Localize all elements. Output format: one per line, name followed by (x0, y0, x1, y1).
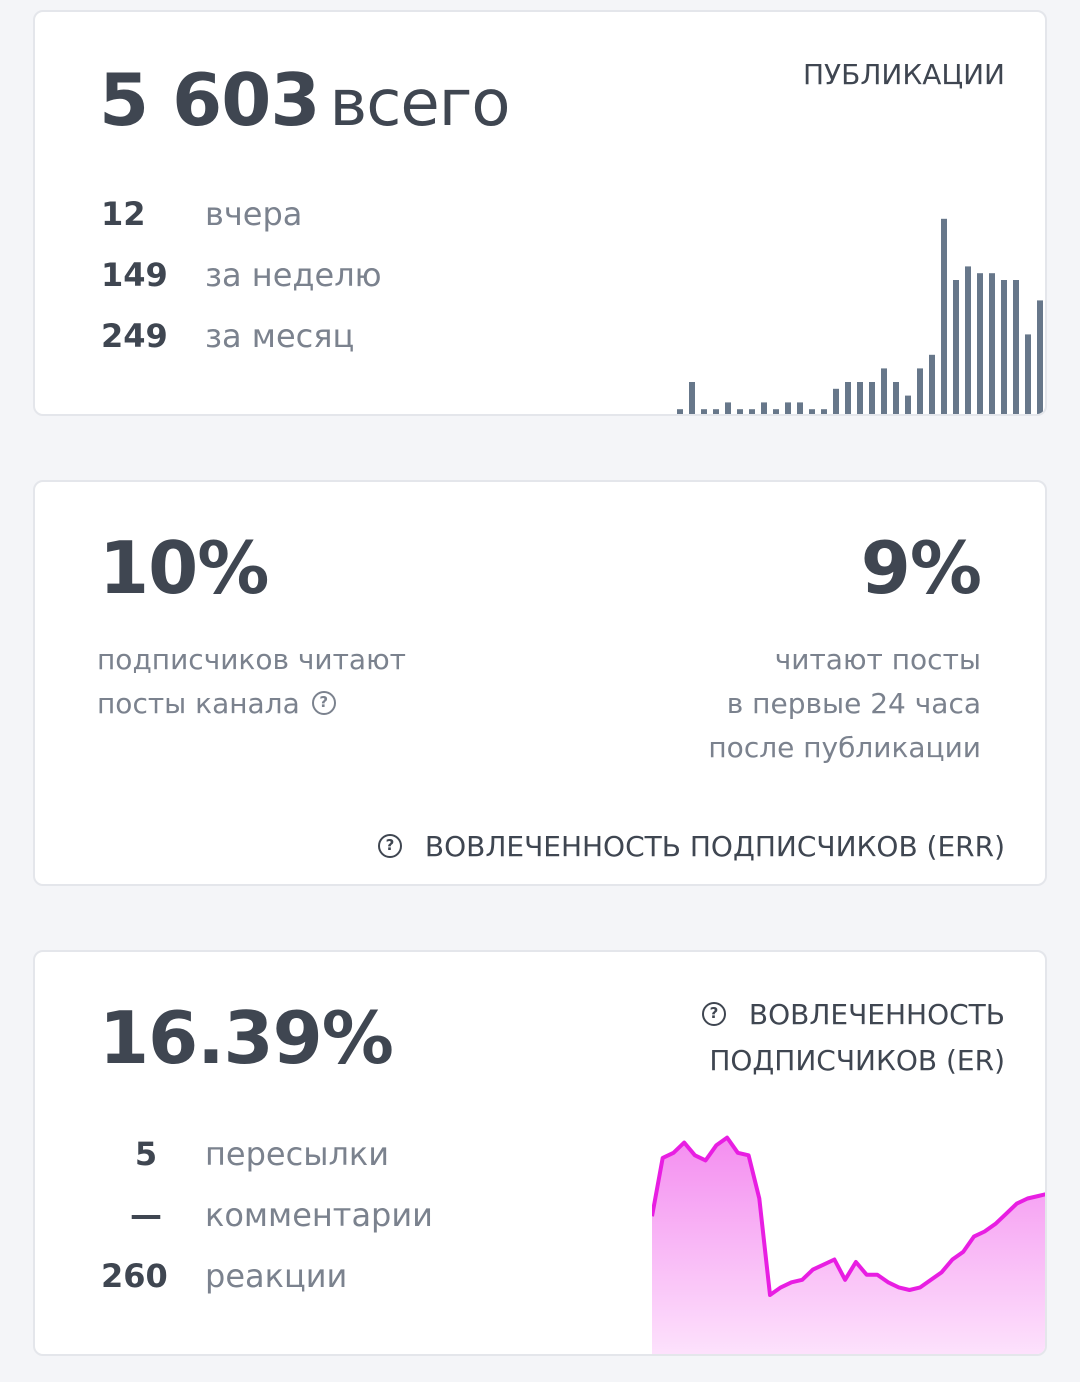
engagement-area-chart (652, 1135, 1045, 1354)
publications-bar (845, 382, 851, 414)
publications-bar (857, 382, 863, 414)
publications-bar (821, 409, 827, 414)
help-icon[interactable]: ? (377, 834, 402, 858)
engagement-area-fill (652, 1137, 1045, 1354)
stat-value: 149 (101, 256, 168, 294)
stat-label: за месяц (205, 317, 355, 355)
stat-value: 260 (101, 1257, 168, 1295)
publications-bar (689, 382, 695, 414)
stat-label: комментарии (205, 1196, 433, 1234)
publications-bar (725, 402, 731, 414)
engagement-value: 16.39% (99, 996, 394, 1080)
engagement-series-line (652, 1135, 1045, 1297)
reach-subscribers-desc-line1: подписчиков читают (97, 643, 406, 676)
help-icon[interactable]: ? (701, 1002, 726, 1026)
er-label-line2: ПОДПИСЧИКОВ (ER) (709, 1044, 1005, 1077)
publications-bar (785, 402, 791, 414)
publications-bar (677, 409, 683, 414)
reach-subscribers-percent: 10% (99, 526, 269, 610)
er-label[interactable]: ? ВОВЛЕЧЕННОСТЬ (701, 992, 1005, 1038)
stat-label: вчера (205, 195, 303, 233)
publications-bar (749, 409, 755, 414)
publications-bar (773, 409, 779, 414)
publications-total-number: 5 603 (99, 58, 320, 142)
stat-value: 12 (101, 195, 146, 233)
reach-24h-desc-line2: в первые 24 часа (726, 687, 981, 720)
publications-bar (809, 409, 815, 414)
publications-bar (1037, 300, 1043, 414)
publications-bar (905, 395, 911, 414)
publications-total: 5 603 всего (99, 64, 511, 136)
publications-bar (761, 402, 767, 414)
reach-24h-percent: 9% (860, 526, 982, 610)
publications-bar (869, 382, 875, 414)
help-icon[interactable]: ? (311, 691, 336, 715)
reach-24h-desc-line1: читают посты (774, 643, 981, 676)
publications-bar (917, 368, 923, 414)
publications-bar (713, 409, 719, 414)
publications-section-label: ПУБЛИКАЦИИ (803, 58, 1005, 91)
err-label-text: ВОВЛЕЧЕННОСТЬ ПОДПИСЧИКОВ (ERR) (424, 830, 1005, 863)
stat-label: реакции (205, 1257, 348, 1295)
publications-bar (929, 354, 935, 414)
publications-bar (701, 409, 707, 414)
stat-value: — (130, 1196, 162, 1234)
publications-card: 5 603 всего ПУБЛИКАЦИИ 12 вчера 149 за не… (33, 10, 1047, 416)
publications-total-suffix: всего (329, 67, 510, 141)
publications-bar (833, 388, 839, 414)
publications-bar-chart (677, 218, 1043, 414)
err-label[interactable]: ? ВОВЛЕЧЕННОСТЬ ПОДПИСЧИКОВ (ERR) (377, 824, 1005, 870)
publications-bar (1001, 280, 1007, 414)
publications-bar (941, 218, 947, 414)
publications-bar (893, 382, 899, 414)
publications-bar (965, 266, 971, 414)
engagement-card: 16.39% ? ВОВЛЕЧЕННОСТЬ ПОДПИСЧИКОВ (ER) … (33, 950, 1047, 1356)
publications-bar (881, 368, 887, 414)
publications-bar (953, 280, 959, 414)
stat-value: 249 (101, 317, 168, 355)
publications-bar (977, 273, 983, 414)
stat-label: за неделю (205, 256, 382, 294)
publications-bar (737, 409, 743, 414)
stat-label: пересылки (205, 1135, 390, 1173)
publications-bar (989, 273, 995, 414)
publications-bar (1025, 334, 1031, 414)
publications-bar (1013, 280, 1019, 414)
publications-bar (797, 402, 803, 414)
reach-subscribers-desc-line2: посты канала? (97, 682, 336, 726)
reach-card: 10% 9% подписчиков читают посты канала ? … (33, 480, 1047, 886)
reach-subscribers-desc-text: посты канала (97, 687, 300, 720)
reach-24h-desc-line3: после публикации (708, 731, 981, 764)
stat-value: 5 (134, 1135, 158, 1173)
er-label-line1: ВОВЛЕЧЕННОСТЬ (748, 998, 1005, 1031)
